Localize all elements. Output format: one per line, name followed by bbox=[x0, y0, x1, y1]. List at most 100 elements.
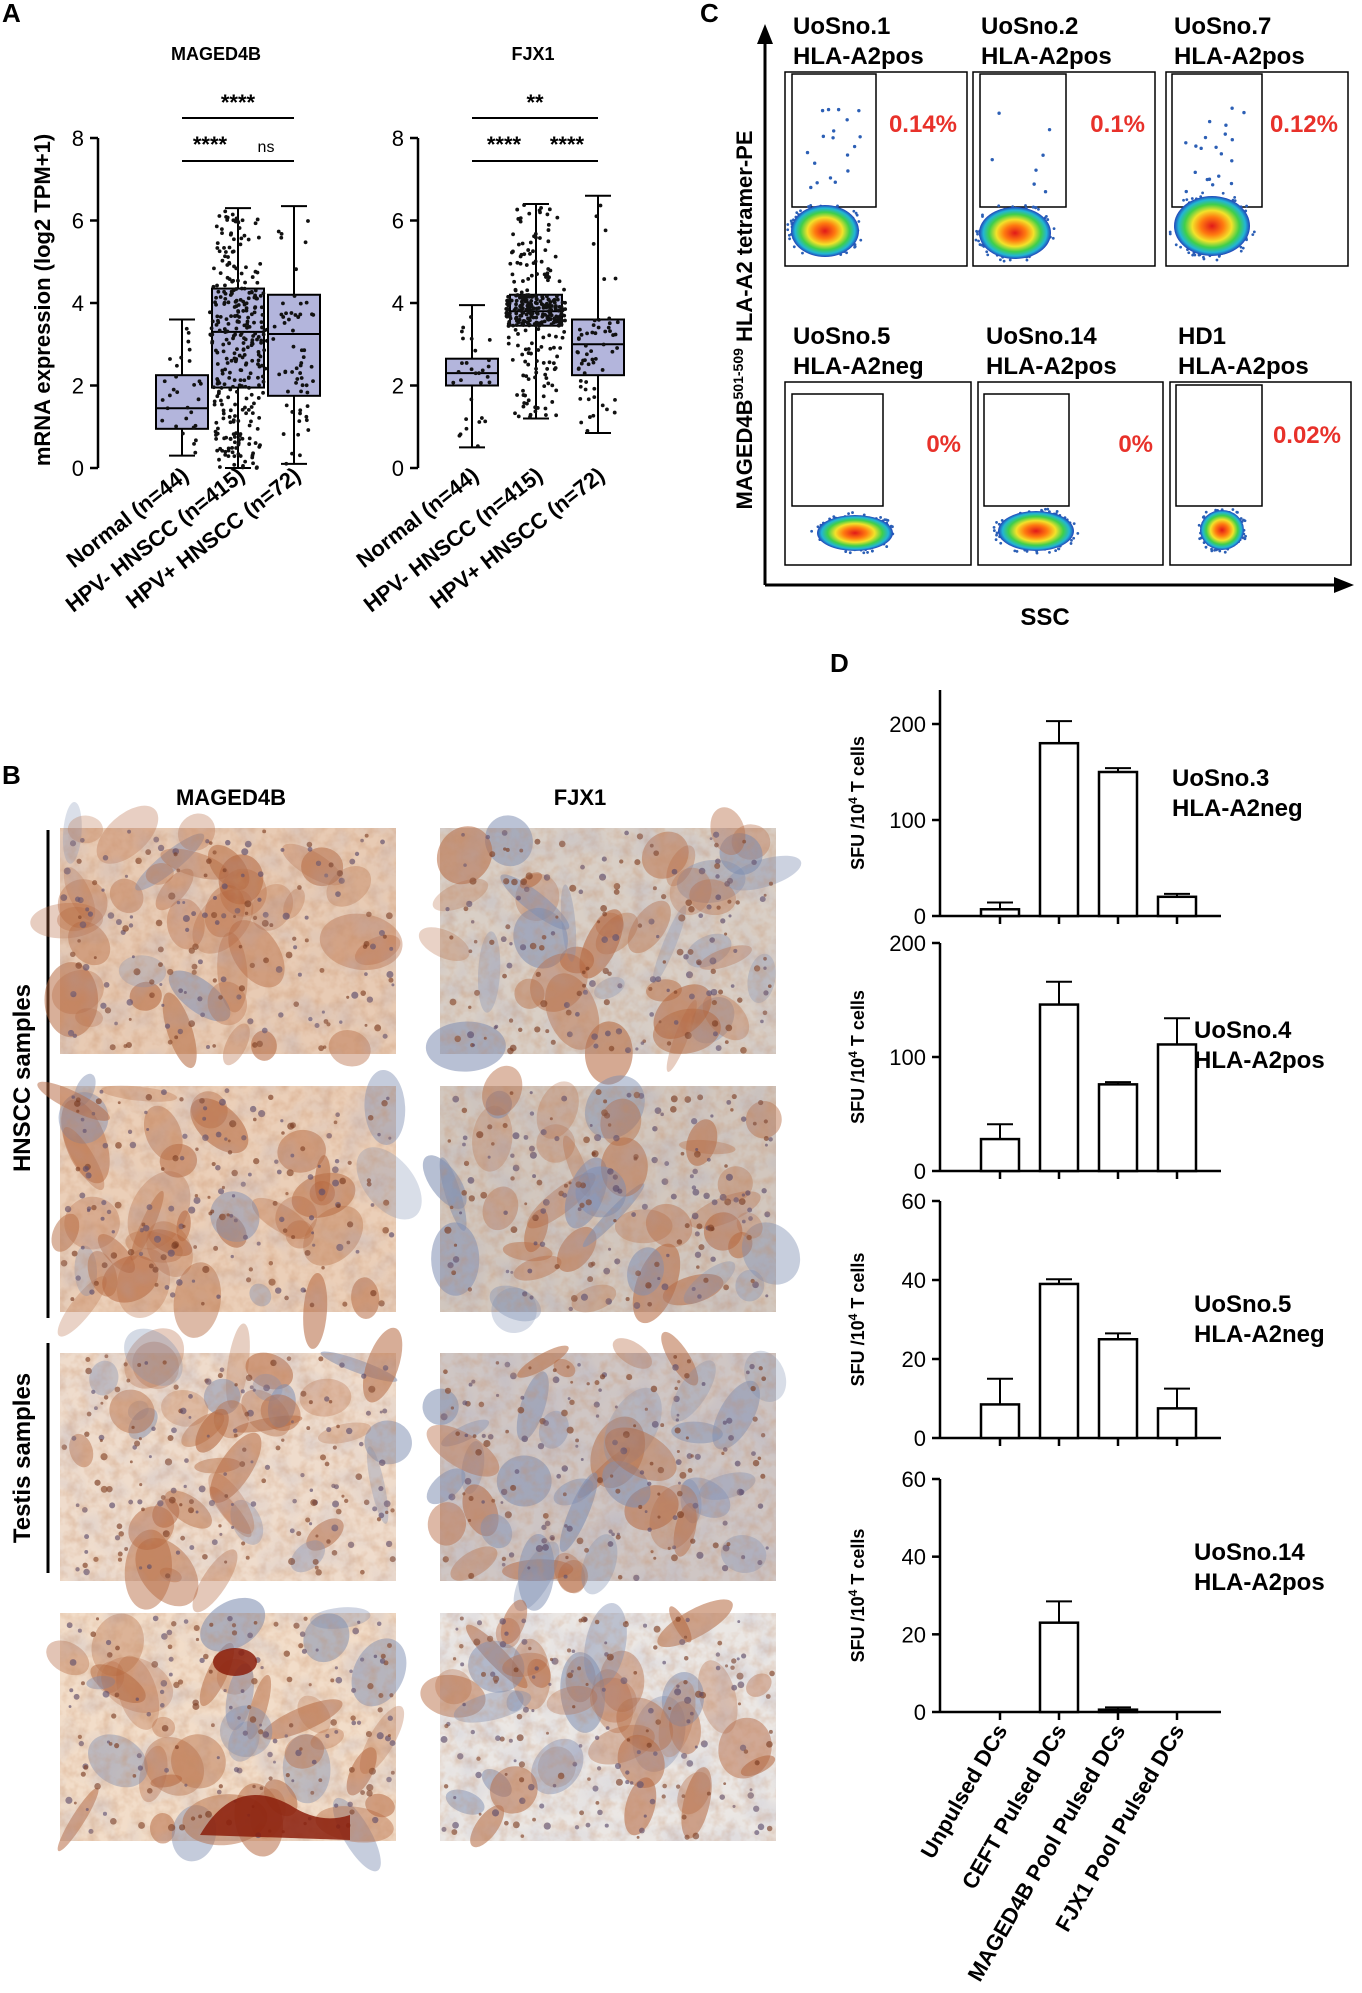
data-point bbox=[160, 398, 165, 402]
data-point bbox=[255, 217, 260, 222]
y-axis-label-sup: 4 bbox=[846, 1051, 860, 1058]
data-point bbox=[219, 398, 223, 403]
data-point bbox=[523, 299, 528, 304]
flow-x-axis-label: SSC bbox=[1020, 604, 1069, 631]
data-point bbox=[214, 224, 219, 229]
flow-y-axis-label: MAGED4B501-509 HLA-A2 tetramer-PE bbox=[730, 130, 757, 509]
data-point bbox=[212, 399, 217, 404]
data-point bbox=[244, 265, 248, 270]
data-point bbox=[306, 219, 310, 223]
data-point bbox=[526, 362, 531, 367]
data-point bbox=[253, 293, 257, 298]
data-point bbox=[234, 446, 239, 450]
data-point bbox=[167, 393, 172, 398]
data-point bbox=[555, 215, 560, 220]
data-point bbox=[227, 260, 232, 265]
ihc-image-6 bbox=[422, 1331, 787, 1612]
y-tick-label: 0 bbox=[914, 904, 926, 929]
data-point bbox=[258, 443, 262, 448]
flow-event bbox=[789, 219, 793, 223]
flow-event bbox=[1239, 249, 1243, 253]
data-point bbox=[526, 377, 531, 381]
data-point bbox=[256, 375, 260, 380]
flow-event bbox=[1072, 522, 1076, 526]
data-point bbox=[237, 320, 241, 324]
data-point bbox=[225, 329, 230, 334]
data-point bbox=[545, 274, 550, 278]
flow-positive-event bbox=[833, 180, 837, 184]
data-point bbox=[477, 420, 482, 424]
data-point bbox=[244, 301, 249, 306]
data-point bbox=[515, 293, 520, 297]
data-point bbox=[533, 375, 537, 380]
data-point bbox=[246, 376, 251, 380]
data-point bbox=[256, 396, 261, 400]
data-point bbox=[479, 416, 484, 420]
flow-event bbox=[866, 551, 869, 554]
data-point bbox=[543, 248, 548, 253]
flow-event bbox=[1057, 547, 1060, 551]
flow-positive-event bbox=[1047, 127, 1052, 132]
data-point bbox=[226, 321, 231, 326]
data-point bbox=[243, 337, 248, 342]
data-point bbox=[240, 436, 245, 441]
data-point bbox=[298, 363, 303, 368]
data-point bbox=[544, 294, 549, 299]
bar-1 bbox=[1038, 1600, 1080, 1714]
data-point bbox=[207, 310, 212, 315]
flow-positive-event bbox=[1242, 110, 1246, 115]
data-point bbox=[228, 370, 232, 375]
data-point bbox=[226, 448, 231, 453]
ihc-dark-stain bbox=[200, 1795, 350, 1840]
flow-plot-5: UoSno.14 HLA-A2pos 0% bbox=[977, 323, 1164, 566]
flow-event bbox=[1233, 195, 1237, 199]
bar-2 bbox=[1097, 1706, 1139, 1714]
flow-event bbox=[1223, 550, 1227, 554]
data-point bbox=[533, 409, 538, 414]
data-point bbox=[175, 390, 180, 395]
data-point bbox=[230, 445, 234, 450]
ihc-texture-2 bbox=[60, 1353, 396, 1581]
data-point bbox=[234, 431, 238, 436]
flow-positive-event bbox=[828, 176, 833, 180]
bar-2 bbox=[1097, 1332, 1139, 1440]
flow-event bbox=[851, 511, 854, 514]
flow-event bbox=[1191, 253, 1195, 257]
data-point bbox=[305, 404, 310, 409]
y-tick-label: 2 bbox=[392, 374, 404, 399]
data-point bbox=[513, 287, 518, 292]
data-point bbox=[228, 437, 233, 441]
flow-plot-frame bbox=[1169, 381, 1352, 566]
data-point bbox=[236, 309, 241, 314]
data-point bbox=[546, 239, 551, 244]
flow-positive-event bbox=[845, 118, 849, 122]
flow-plot-1: UoSno.1 HLA-A2pos 0.14% bbox=[784, 13, 968, 267]
flow-event bbox=[1055, 510, 1059, 513]
data-point bbox=[239, 271, 244, 276]
flow-gate bbox=[979, 73, 1067, 208]
data-point bbox=[223, 283, 227, 288]
data-point bbox=[223, 296, 228, 301]
data-point bbox=[249, 312, 254, 317]
data-point bbox=[460, 329, 464, 334]
data-point bbox=[550, 304, 554, 308]
flow-plot-4: UoSno.5 HLA-A2neg 0% bbox=[784, 323, 972, 566]
bar-chart-hla-label: HLA-A2neg bbox=[1172, 795, 1303, 822]
data-point bbox=[230, 212, 235, 217]
data-point bbox=[515, 393, 519, 397]
data-point bbox=[238, 297, 243, 302]
data-point bbox=[284, 311, 288, 316]
data-point bbox=[214, 420, 219, 425]
flow-positive-event bbox=[821, 134, 826, 139]
data-point bbox=[215, 350, 220, 355]
data-point bbox=[260, 363, 264, 368]
data-point bbox=[298, 301, 303, 306]
data-point bbox=[236, 442, 241, 447]
data-point bbox=[579, 420, 584, 425]
data-point bbox=[220, 402, 224, 407]
box-0 bbox=[155, 318, 209, 457]
data-point bbox=[233, 314, 237, 318]
flow-event bbox=[1241, 246, 1245, 250]
data-point bbox=[212, 266, 216, 271]
data-point bbox=[233, 402, 237, 407]
